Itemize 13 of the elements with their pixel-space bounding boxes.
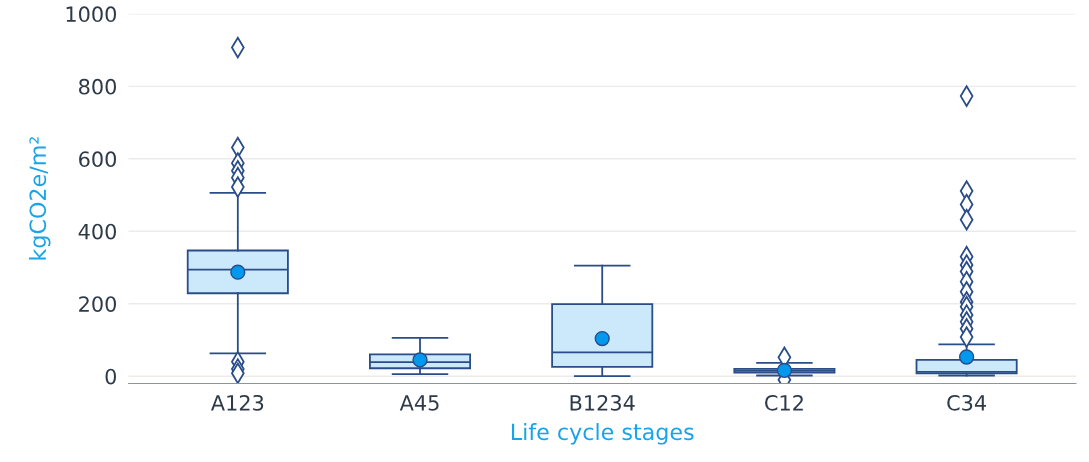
x-tick-label: C12 <box>765 394 803 411</box>
x-tick-label: B1234 <box>570 394 635 411</box>
y-tick-label: 1000 <box>66 6 117 23</box>
y-tick-label: 600 <box>79 151 117 168</box>
y-tick-label: 200 <box>79 296 117 312</box>
y-tick-label: 400 <box>78 223 117 240</box>
y-tick-label: 800 <box>79 78 117 95</box>
x-axis-title: Life cycle stages <box>511 423 694 445</box>
x-tick-label: A123 <box>210 394 264 411</box>
x-tick-label: C34 <box>947 394 986 411</box>
y-tick-label: 0 <box>105 368 117 385</box>
x-tick-label: A45 <box>399 395 439 411</box>
y-axis-title: kgCO2e/m² <box>28 137 51 260</box>
